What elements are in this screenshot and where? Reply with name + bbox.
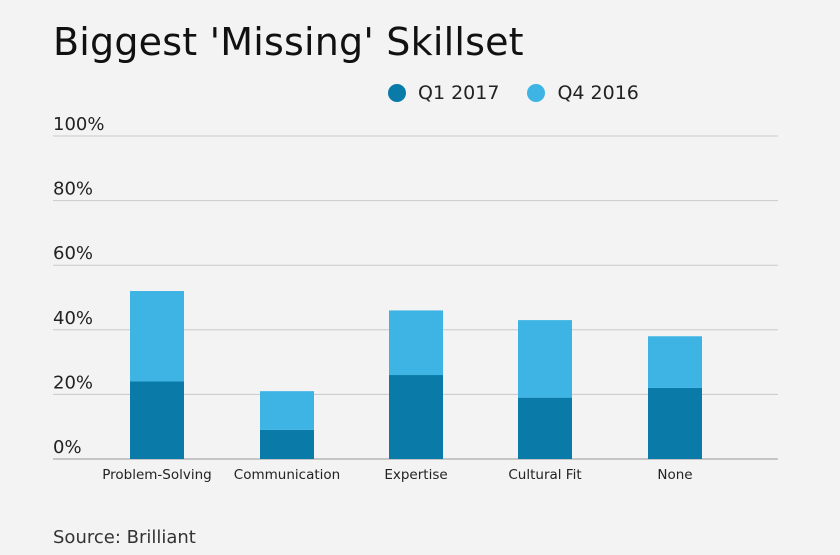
legend-label-q4-2016: Q4 2016 [557,82,639,104]
y-tick-label: 20% [53,372,93,393]
legend-swatch-q1-2017 [388,84,406,102]
y-tick-label: 80% [53,179,93,200]
y-tick-label: 100% [53,114,104,135]
bar-none-q1-2017 [648,387,702,459]
legend-label-q1-2017: Q1 2017 [418,82,500,104]
bar-expertise-q4-2016 [389,310,443,376]
bar-communication-q4-2016 [260,391,314,430]
bar-none-q4-2016 [648,336,702,388]
labels-layer: 0% 20% 40% 60% 80% 100% Problem-Solving Communi… [53,114,693,483]
bar-problem-solving-q4-2016 [130,291,184,382]
bars-layer [130,291,702,459]
legend: Q1 2017 Q4 2016 [388,82,667,104]
x-tick-label: Cultural Fit [508,467,581,483]
legend-item-q4-2016: Q4 2016 [527,82,639,104]
y-tick-label: 40% [53,308,93,329]
x-tick-label: Expertise [384,467,447,483]
chart-title: Biggest 'Missing' Skillset [53,20,524,64]
bar-expertise-q1-2017 [389,375,443,459]
bar-cultural-fit-q1-2017 [518,397,572,459]
bar-communication-q1-2017 [260,429,314,459]
y-tick-label: 60% [53,243,93,264]
legend-item-q1-2017: Q1 2017 [388,82,499,104]
x-tick-label: Problem-Solving [102,467,212,483]
source-note: Source: Brilliant [53,527,196,548]
bar-problem-solving-q1-2017 [130,381,184,459]
x-tick-label: Communication [234,467,340,483]
legend-swatch-q4-2016 [527,84,546,102]
y-tick-label: 0% [53,437,82,458]
bar-cultural-fit-q4-2016 [518,320,572,398]
x-tick-label: None [657,467,692,483]
